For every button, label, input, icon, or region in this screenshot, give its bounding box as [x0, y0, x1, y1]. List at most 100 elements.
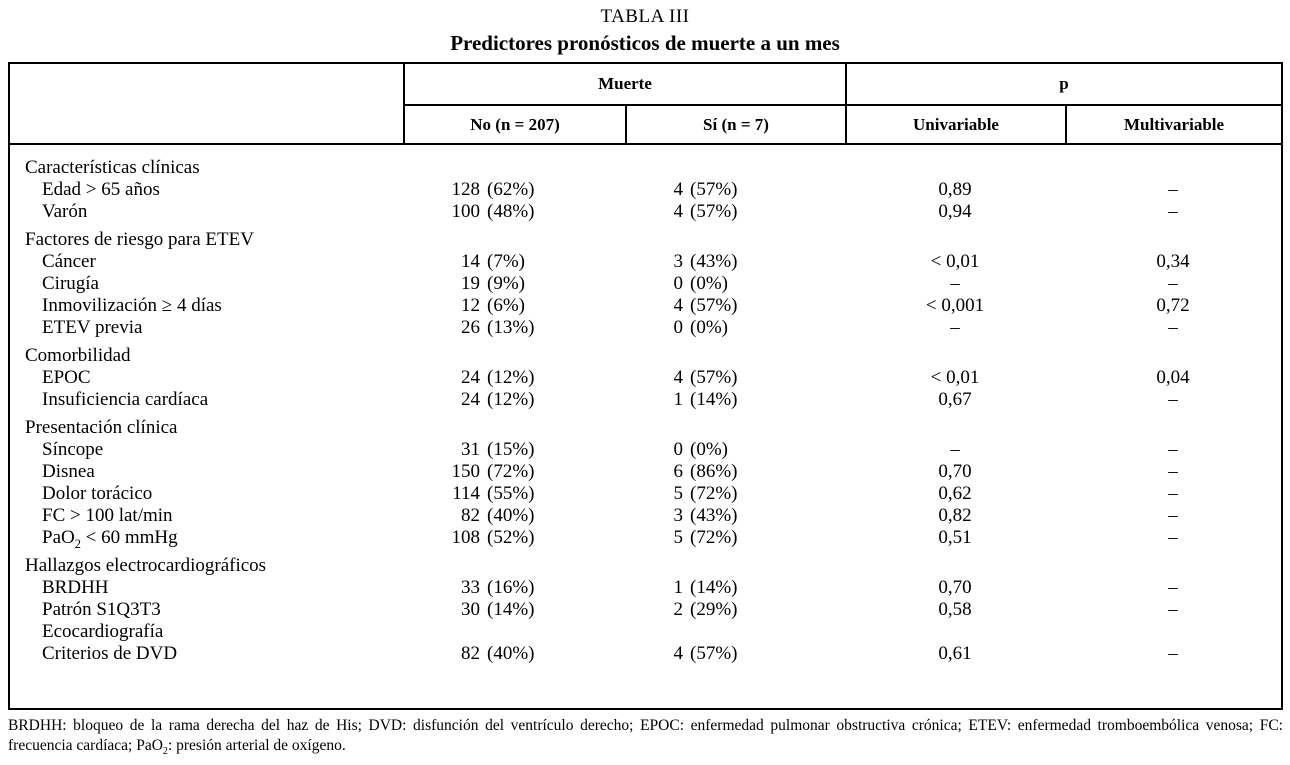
table-row: EPOC 24 (12%) 4 (57%) < 0,01 0,04 — [10, 367, 1281, 389]
cell-muerte-si — [625, 621, 845, 643]
cell-muerte-si: 0 (0%) — [673, 273, 728, 294]
table-row: Presentación clínica — [10, 417, 1281, 439]
table-row: Factores de riesgo para ETEV — [10, 229, 1281, 251]
cell-p-multivariable: – — [1168, 505, 1178, 526]
cell-p-univariable — [845, 621, 1065, 643]
cell-muerte-no: 12 (6%) — [461, 295, 525, 316]
header-col-si: Sí (n = 7) — [625, 106, 845, 143]
table-row: FC > 100 lat/min 82 (40%) 3 (43%) 0,82 – — [10, 505, 1281, 527]
table-row: Características clínicas — [10, 157, 1281, 179]
row-label: PaO2 < 60 mmHg — [42, 527, 178, 551]
row-label: Factores de riesgo para ETEV — [25, 229, 254, 250]
row-label: Cáncer — [42, 251, 96, 272]
cell-p-multivariable: – — [1168, 273, 1178, 294]
row-label: Síncope — [42, 439, 104, 460]
header-col-no: No (n = 207) — [470, 114, 560, 134]
cell-p-multivariable: 0,72 — [1156, 295, 1190, 316]
cell-p-univariable — [845, 229, 1065, 251]
cell-p-multivariable: – — [1168, 317, 1178, 338]
row-label: Características clínicas — [25, 157, 200, 178]
table-body: Características clínicas Edad > 65 años 12… — [10, 145, 1281, 665]
cell-muerte-no: 82 (40%) — [461, 505, 535, 526]
cell-p-univariable: 0,61 — [938, 643, 972, 664]
row-label: Dolor torácico — [42, 483, 153, 504]
cell-muerte-no: 82 (40%) — [461, 643, 535, 664]
cell-p-univariable: < 0,01 — [930, 367, 980, 388]
footnote: BRDHH: bloqueo de la rama derecha del ha… — [8, 717, 1283, 758]
table-row: Cirugía 19 (9%) 0 (0%) – – — [10, 273, 1281, 295]
row-label: Edad > 65 años — [42, 179, 160, 200]
row-label: BRDHH — [42, 577, 109, 598]
cell-muerte-no — [405, 555, 625, 577]
cell-muerte-si: 3 (43%) — [673, 251, 738, 272]
table-row: Ecocardiografía — [10, 621, 1281, 643]
table-caption: TABLA III Predictores pronósticos de mue… — [0, 6, 1290, 56]
table-row: Disnea 150 (72%) 6 (86%) 0,70 – — [10, 461, 1281, 483]
header-col-multivariable: Multivariable — [1065, 106, 1281, 143]
cell-muerte-no — [405, 621, 625, 643]
cell-p-univariable: 0,67 — [938, 389, 972, 410]
cell-muerte-si: 5 (72%) — [673, 527, 738, 548]
cell-muerte-si: 5 (72%) — [673, 483, 738, 504]
row-label: Criterios de DVD — [42, 643, 178, 664]
cell-p-univariable: 0,89 — [938, 179, 972, 200]
cell-p-univariable — [845, 417, 1065, 439]
cell-p-univariable: 0,51 — [938, 527, 972, 548]
cell-p-univariable: 0,82 — [938, 505, 972, 526]
table-row: ETEV previa 26 (13%) 0 (0%) – – — [10, 317, 1281, 339]
cell-muerte-no: 24 (12%) — [461, 389, 535, 410]
cell-p-multivariable — [1065, 555, 1281, 577]
table-row: Comorbilidad — [10, 345, 1281, 367]
cell-muerte-si: 3 (43%) — [673, 505, 738, 526]
cell-p-multivariable: 0,34 — [1156, 251, 1190, 272]
cell-muerte-no: 108 (52%) — [451, 527, 535, 548]
cell-muerte-si — [625, 345, 845, 367]
cell-muerte-si — [625, 157, 845, 179]
table-row: Síncope 31 (15%) 0 (0%) – – — [10, 439, 1281, 461]
cell-p-univariable: 0,58 — [938, 599, 972, 620]
cell-p-univariable: – — [950, 317, 960, 338]
cell-p-multivariable — [1065, 417, 1281, 439]
cell-muerte-no — [405, 345, 625, 367]
cell-p-multivariable: – — [1168, 643, 1178, 664]
cell-p-multivariable — [1065, 345, 1281, 367]
cell-muerte-no: 100 (48%) — [451, 201, 535, 222]
cell-muerte-si: 4 (57%) — [673, 295, 738, 316]
table-row: Patrón S1Q3T3 30 (14%) 2 (29%) 0,58 – — [10, 599, 1281, 621]
cell-p-univariable: 0,70 — [938, 461, 972, 482]
cell-muerte-si: 0 (0%) — [673, 439, 728, 460]
cell-p-multivariable: – — [1168, 201, 1178, 222]
row-label: Insuficiencia cardíaca — [42, 389, 209, 410]
cell-p-multivariable: – — [1168, 179, 1178, 200]
cell-muerte-si: 4 (57%) — [673, 179, 738, 200]
cell-muerte-si: 4 (57%) — [673, 201, 738, 222]
row-label: Cirugía — [42, 273, 99, 294]
cell-p-multivariable: 0,04 — [1156, 367, 1190, 388]
cell-muerte-si — [625, 417, 845, 439]
cell-p-multivariable — [1065, 157, 1281, 179]
row-label: ETEV previa — [42, 317, 143, 338]
cell-p-univariable: 0,62 — [938, 483, 972, 504]
row-label: Inmovilización ≥ 4 días — [42, 295, 222, 316]
table-row: Inmovilización ≥ 4 días 12 (6%) 4 (57%) < 0,0… — [10, 295, 1281, 317]
table-row: Hallazgos electrocardiográficos — [10, 555, 1281, 577]
header-group-p: p — [845, 64, 1281, 106]
cell-muerte-si — [625, 229, 845, 251]
cell-p-univariable — [845, 555, 1065, 577]
cell-p-univariable — [845, 157, 1065, 179]
table-title: Predictores pronósticos de muerte a un m… — [450, 31, 840, 55]
cell-muerte-si: 4 (57%) — [673, 643, 738, 664]
cell-muerte-no: 31 (15%) — [461, 439, 535, 460]
row-label: EPOC — [42, 367, 91, 388]
cell-muerte-si — [625, 555, 845, 577]
header-group-muerte: Muerte — [405, 64, 845, 106]
data-table: Muerte p No (n = 207) Sí (n = 7) Univari… — [8, 62, 1283, 710]
row-label: Presentación clínica — [25, 417, 178, 438]
cell-muerte-si: 2 (29%) — [673, 599, 738, 620]
cell-muerte-no: 114 (55%) — [452, 483, 535, 504]
cell-muerte-no: 30 (14%) — [461, 599, 535, 620]
row-label: Disnea — [42, 461, 95, 482]
cell-p-univariable: 0,70 — [938, 577, 972, 598]
header-empty-cell — [10, 64, 405, 143]
